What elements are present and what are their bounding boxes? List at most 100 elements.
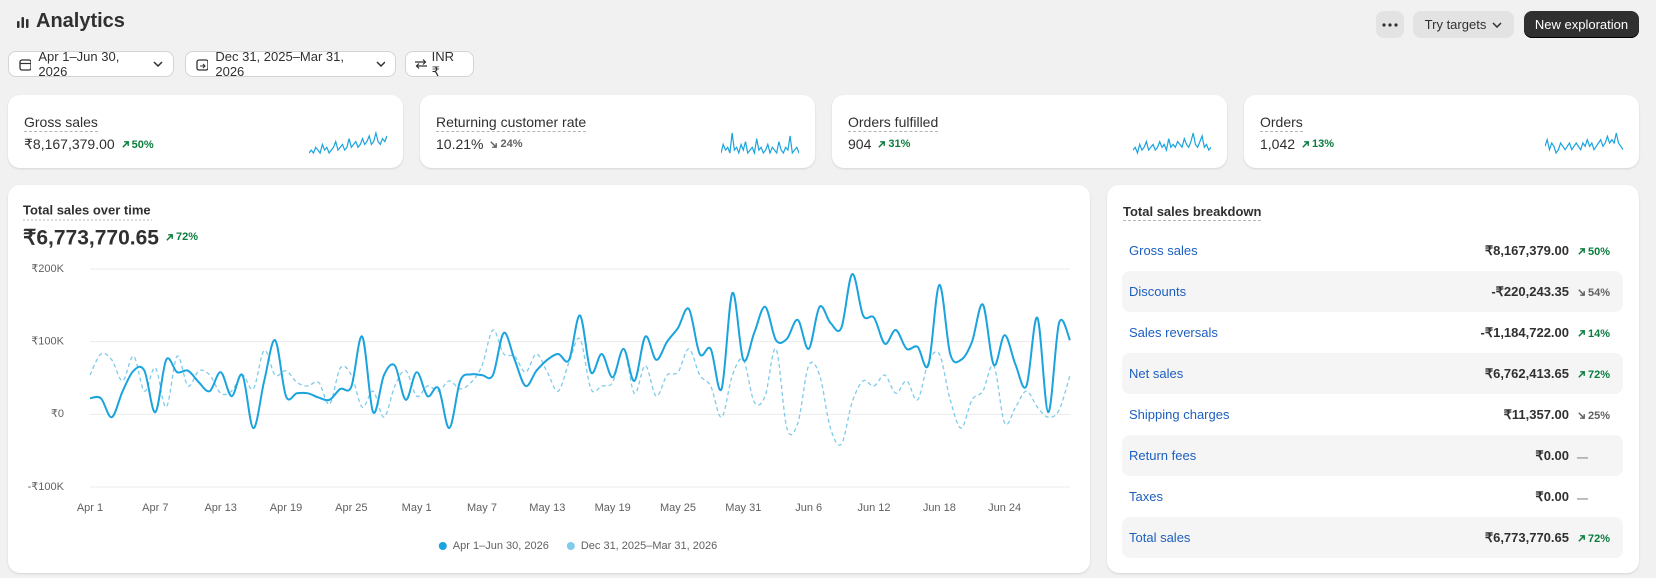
change-text: 72% — [175, 231, 199, 243]
change: 25% — [1577, 410, 1610, 422]
kpi-value-row: ₹8,167,379.00 50% — [24, 136, 154, 153]
row-label[interactable]: Sales reversals — [1129, 325, 1218, 340]
more-icon — [1382, 22, 1398, 27]
change-text: 50% — [131, 138, 154, 151]
new-exploration-button[interactable]: New exploration — [1524, 11, 1639, 38]
sparkline-line — [1545, 132, 1623, 155]
row-change: 50% — [1577, 244, 1610, 259]
y-tick-label: -₹100K — [28, 481, 65, 493]
breakdown-card: Total sales breakdown Gross sales ₹8,167,… — [1107, 185, 1639, 573]
x-tick-label: May 31 — [725, 502, 761, 514]
button-text: Try targets — [1424, 17, 1487, 32]
sparkline-line — [309, 131, 387, 155]
change-text: 24% — [500, 138, 523, 150]
breakdown-row: Shipping charges ₹11,357.00 25% — [1122, 394, 1623, 435]
x-tick-label: Jun 18 — [923, 502, 956, 514]
chart: Total sales over time ₹6,773,770.65 72% -… — [23, 202, 1071, 552]
x-tick-label: May 1 — [402, 502, 432, 514]
change: 14% — [1577, 328, 1610, 340]
row-value: -₹1,184,722.00 — [1480, 325, 1569, 340]
compare-filter[interactable]: Dec 31, 2025–Mar 31, 2026 — [185, 49, 396, 79]
trend-arrow — [1578, 412, 1585, 419]
breakdown-row: Sales reversals -₹1,184,722.00 14% — [1122, 312, 1623, 353]
kpi-card[interactable]: Gross sales ₹8,167,379.00 50% — [8, 95, 403, 168]
row-value: ₹6,773,770.65 — [1484, 530, 1569, 545]
arrow-path — [1578, 535, 1585, 542]
date-filter[interactable]: Apr 1–Jun 30, 2026 — [8, 49, 174, 79]
row-value: ₹11,357.00 — [1503, 407, 1569, 422]
kpi-card[interactable]: Orders fulfilled 904 31% — [832, 95, 1227, 168]
kpi-label: Gross sales — [24, 114, 98, 132]
kpi-value-row: 904 31% — [848, 136, 910, 152]
x-tick-label: May 19 — [595, 502, 631, 514]
x-tick-label: Apr 25 — [335, 502, 367, 514]
trend-arrow — [1578, 330, 1585, 337]
filter-text: Dec 31, 2025–Mar 31, 2026 — [215, 49, 344, 79]
try-targets-button[interactable]: Try targets — [1413, 11, 1514, 38]
kpi-card[interactable]: Orders 1,042 13% — [1244, 95, 1639, 168]
change-text: 14% — [1588, 327, 1611, 340]
row-value: ₹6,762,413.65 — [1484, 366, 1569, 381]
kpi-value: 1,042 — [1260, 136, 1296, 152]
trend-arrow — [1578, 371, 1585, 378]
change: 72% — [165, 231, 198, 243]
row-label[interactable]: Total sales — [1129, 530, 1191, 545]
arrow-path — [121, 141, 129, 148]
row-label[interactable]: Discounts — [1129, 284, 1187, 299]
x-tick-label: Apr 7 — [142, 502, 168, 514]
currency-filter[interactable]: INR ₹ — [405, 48, 474, 79]
chevron — [153, 61, 163, 67]
trend-arrow — [121, 141, 129, 148]
sparkline — [309, 131, 387, 155]
trend-arrow — [490, 140, 498, 148]
change-text: 72% — [1588, 532, 1611, 545]
filter-text: Apr 1–Jun 30, 2026 — [38, 49, 120, 79]
filter-text: INR ₹ — [431, 48, 455, 79]
row-label[interactable]: Shipping charges — [1129, 407, 1230, 422]
breakdown-row: Taxes ₹0.00 — — [1122, 476, 1623, 517]
change-text: — — [1577, 493, 1588, 505]
x-tick-label: May 7 — [467, 502, 497, 514]
change: 54% — [1577, 287, 1610, 299]
arrow-path — [1578, 330, 1585, 337]
x-tick-label: Apr 19 — [270, 502, 302, 514]
row-change: — — [1577, 490, 1588, 505]
change-text: 31% — [888, 138, 911, 150]
breakdown-row: Gross sales ₹8,167,379.00 50% — [1122, 230, 1623, 271]
change-text: 54% — [1588, 286, 1611, 299]
row-label[interactable]: Gross sales — [1129, 243, 1198, 258]
change-text: 72% — [1588, 368, 1611, 381]
sparkline-line — [1133, 132, 1211, 155]
legend-label: Apr 1–Jun 30, 2026 — [453, 540, 549, 552]
arrow-path — [1578, 371, 1585, 378]
change: 50% — [121, 139, 154, 151]
row-label[interactable]: Return fees — [1129, 448, 1197, 463]
series-line — [89, 273, 1071, 430]
x-tick-label: Jun 6 — [795, 502, 822, 514]
row-change: 54% — [1577, 285, 1610, 300]
kpi-card[interactable]: Returning customer rate 10.21% 24% — [420, 95, 815, 168]
row-change: 25% — [1577, 408, 1610, 423]
legend-swatch — [566, 542, 575, 550]
analytics-icon — [17, 16, 29, 28]
button-text: New exploration — [1534, 17, 1629, 32]
legend-swatch — [438, 542, 447, 550]
more-button[interactable] — [1376, 11, 1404, 38]
sparkline-line — [721, 132, 799, 155]
row-change: 72% — [1577, 367, 1610, 382]
breakdown-row: Return fees ₹0.00 — — [1122, 435, 1623, 476]
kpi-value-row: 10.21% 24% — [436, 136, 523, 152]
row-change: — — [1577, 449, 1588, 464]
x-tick-label: Jun 24 — [988, 502, 1021, 514]
breakdown-row: Net sales ₹6,762,413.65 72% — [1122, 353, 1623, 394]
chevron — [1492, 21, 1502, 28]
row-label[interactable]: Net sales — [1129, 366, 1184, 381]
change: — — [1577, 452, 1588, 464]
y-tick-label: ₹0 — [51, 408, 64, 420]
row-label[interactable]: Taxes — [1129, 489, 1163, 504]
x-tick-label: May 13 — [529, 502, 565, 514]
arrow-path — [1578, 248, 1585, 255]
arrow-path — [1578, 289, 1585, 296]
kpi-value-row: 1,042 13% — [1260, 136, 1334, 152]
trend-arrow — [1578, 289, 1585, 296]
